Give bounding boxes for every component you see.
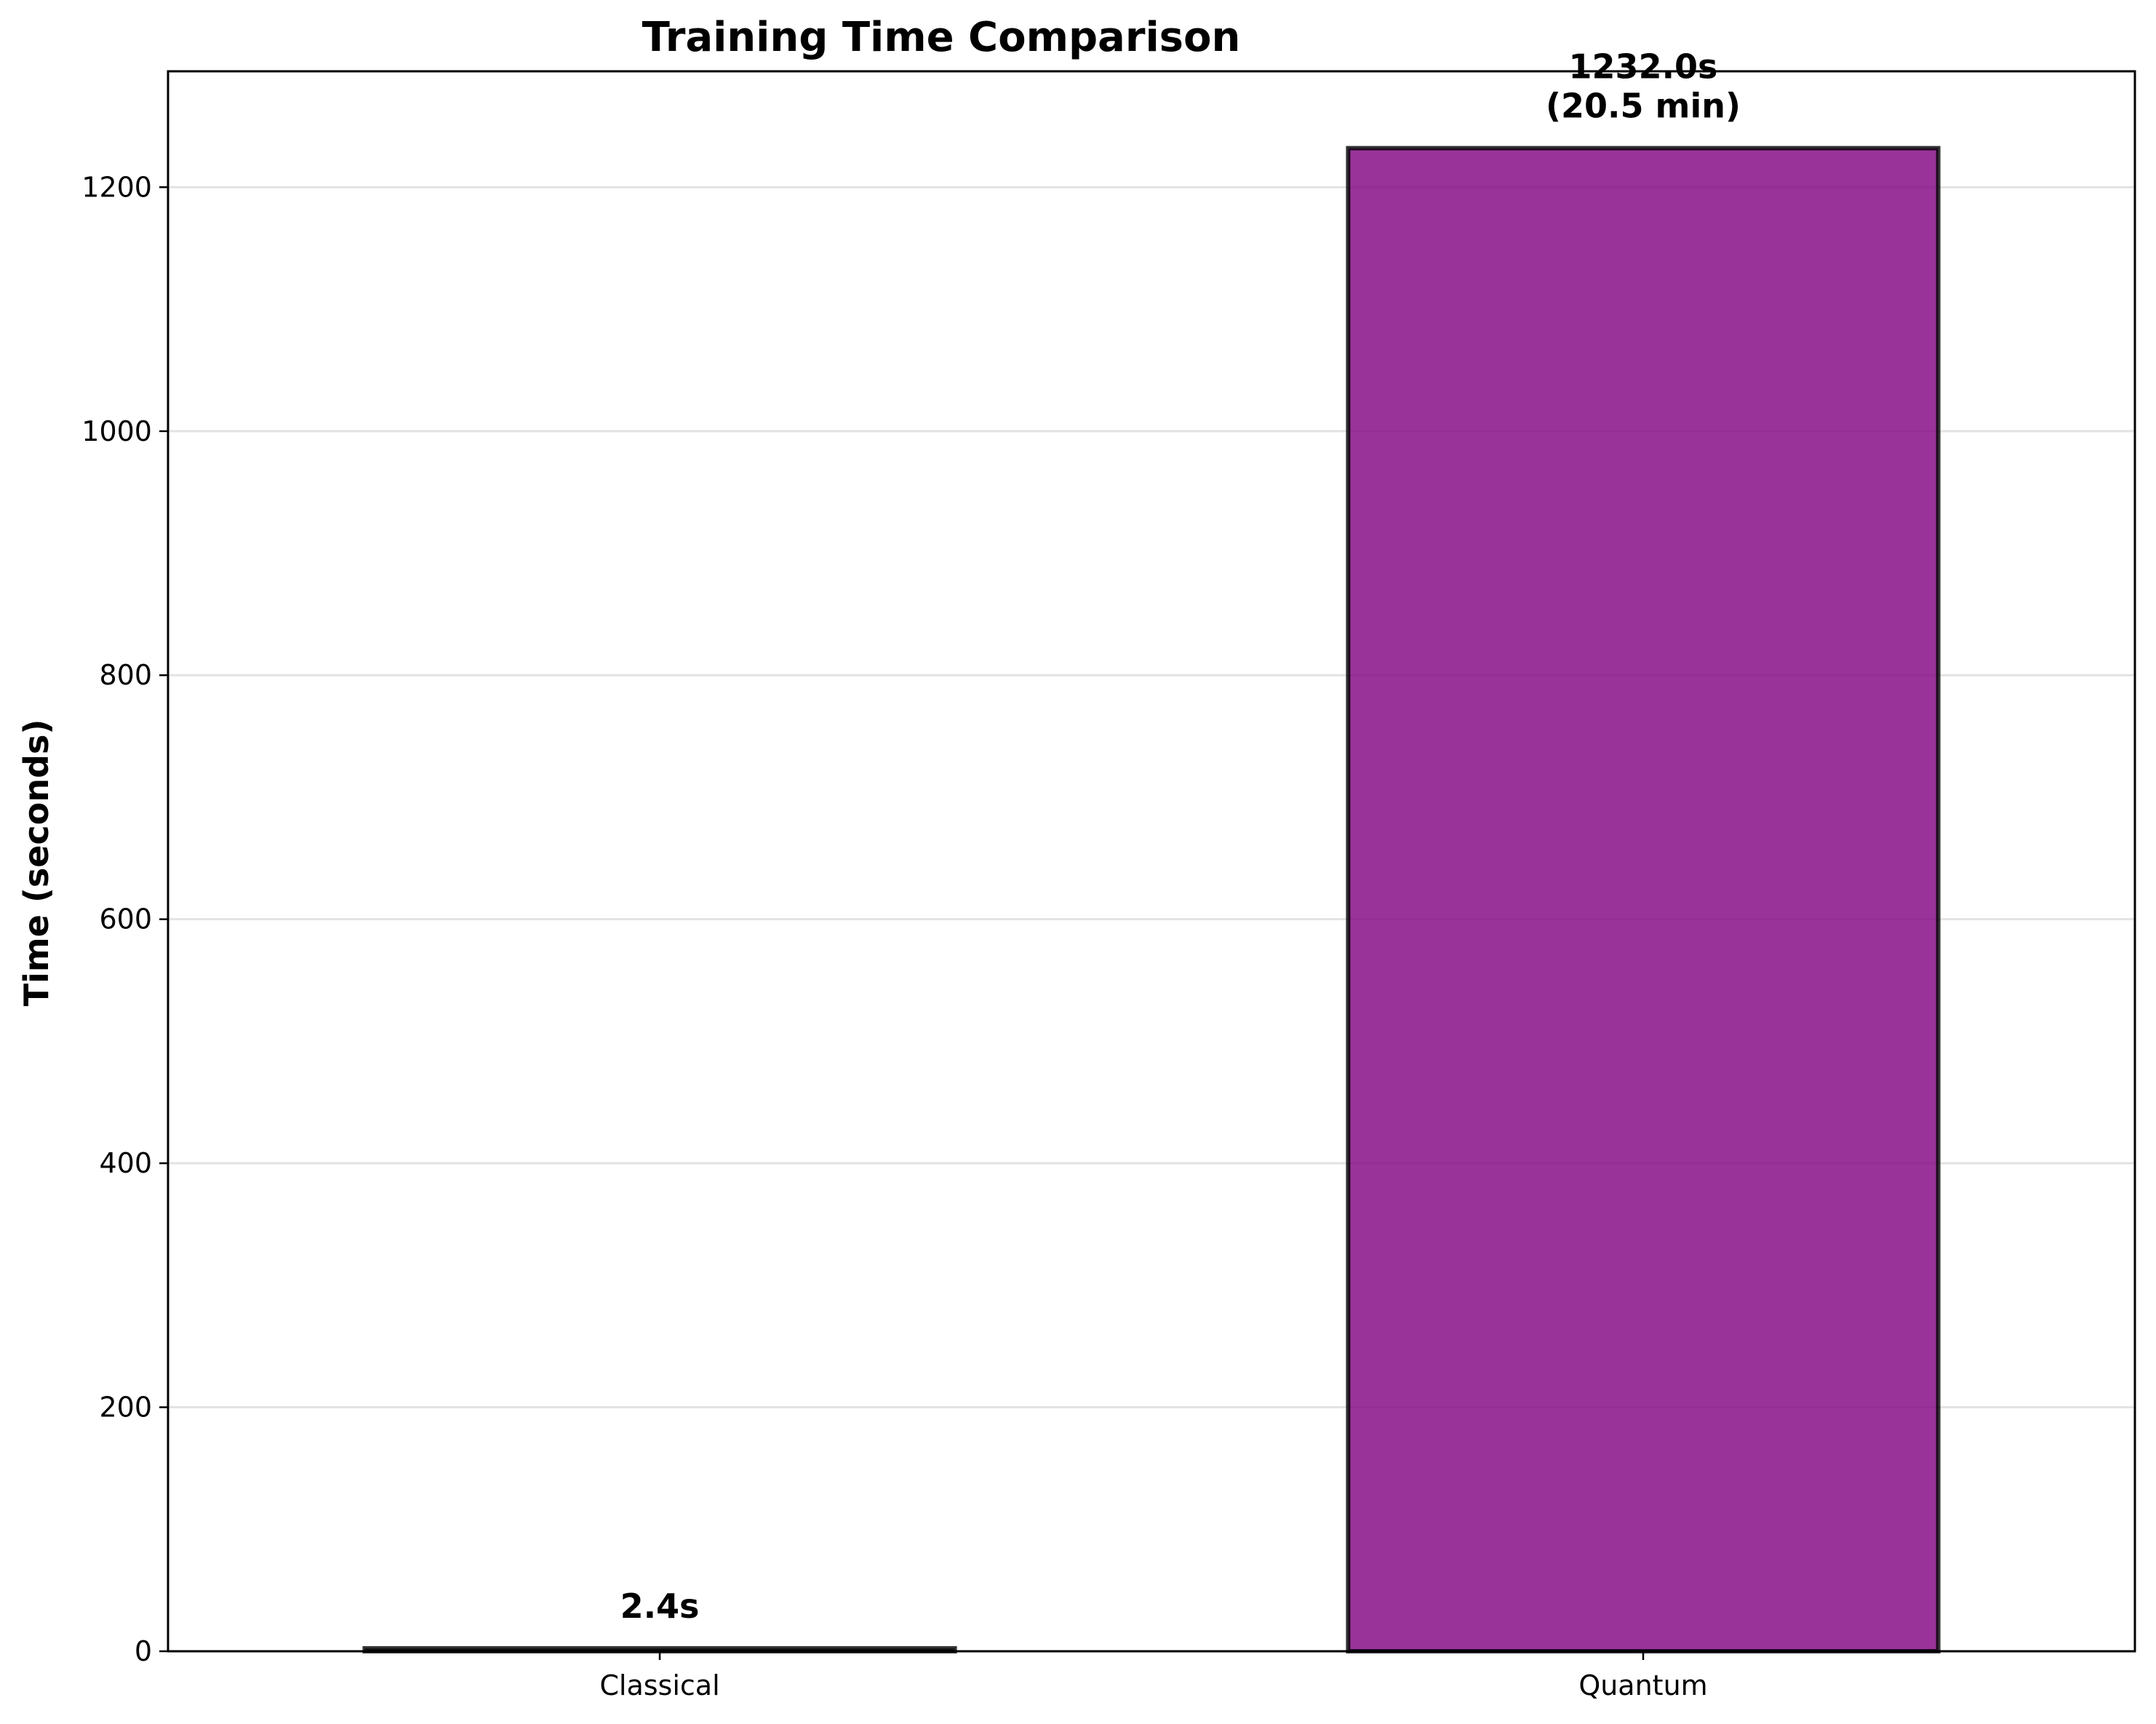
y-tick-label: 800: [99, 659, 152, 691]
x-tick-label: Classical: [599, 1669, 719, 1701]
y-axis-title: Time (seconds): [17, 719, 56, 1007]
data-labels: 2.4s 1232.0s(20.5 min): [620, 47, 1741, 1626]
chart-title: Training Time Comparison: [642, 14, 1241, 61]
ticks: 0 200 400 600 800 1000 1200 Classical Quantum: [81, 171, 1707, 1701]
y-tick-label: 600: [99, 903, 152, 935]
axes: [167, 70, 2136, 1653]
bar-quantum: [1346, 145, 1941, 1654]
x-tick-label: Quantum: [1578, 1669, 1707, 1701]
bar-value-label: 1232.0s: [1569, 47, 1718, 87]
y-tick-label: 1200: [81, 171, 152, 203]
bar-value-label: 2.4s: [620, 1587, 700, 1626]
y-tick-label: 0: [135, 1635, 152, 1667]
y-tick-label: 1000: [81, 415, 152, 447]
bars: [362, 145, 1941, 1654]
plot-frame: [167, 70, 2136, 1653]
bar-value-label: (20.5 min): [1546, 87, 1741, 126]
y-tick-label: 400: [99, 1147, 152, 1179]
y-tick-label: 200: [99, 1392, 152, 1424]
